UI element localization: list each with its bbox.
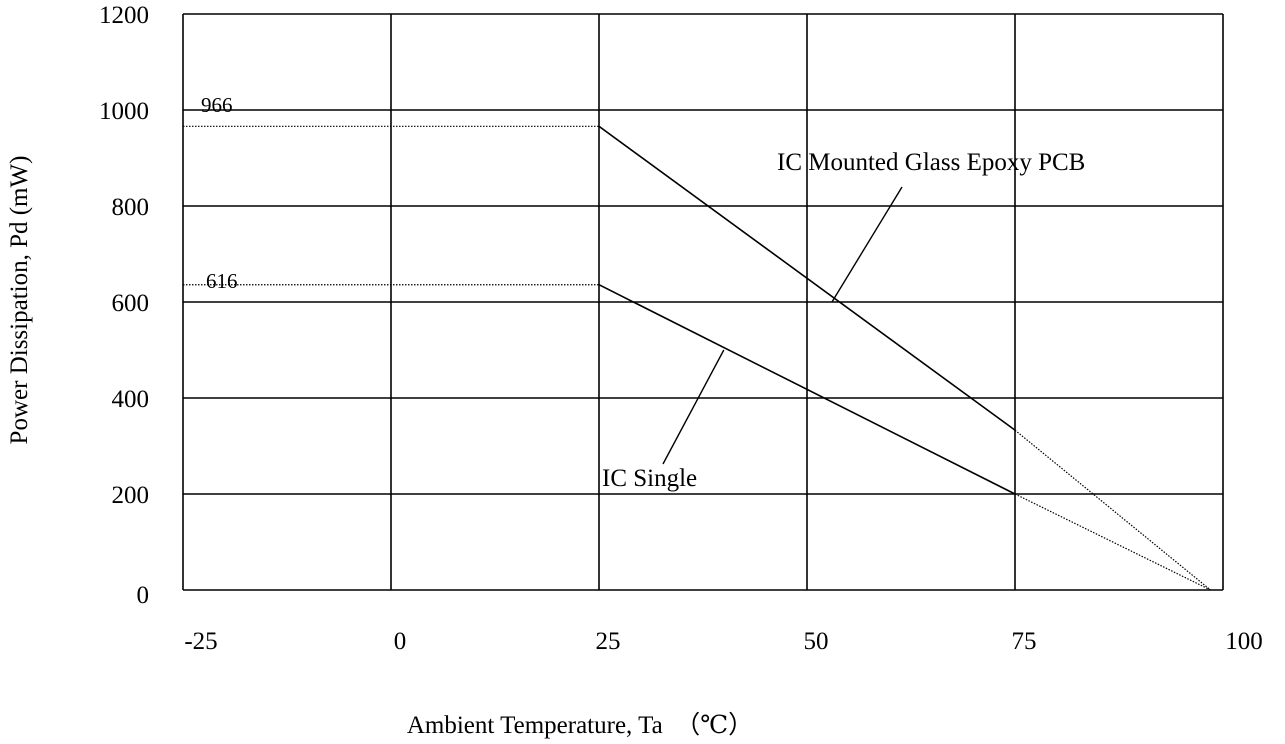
y-tick-label: 600 [112, 290, 150, 317]
value-annotations: 966 616 [201, 93, 238, 293]
series-line [598, 125, 1016, 431]
annotation-966: 966 [201, 93, 233, 117]
annotation-616: 616 [206, 269, 238, 293]
x-tick-label: 100 [1225, 628, 1263, 655]
x-tick-label: 0 [394, 628, 407, 655]
x-axis-title: Ambient Temperature, Ta （℃） [407, 711, 753, 739]
series-dotted-extrapolation [1014, 493, 1211, 591]
y-tick-label: 0 [137, 582, 150, 609]
pcb-series-label: IC Mounted Glass Epoxy PCB [777, 149, 1085, 176]
y-tick-label: 200 [112, 482, 150, 509]
x-tick-labels: -25 0 25 50 75 100 [184, 628, 1262, 655]
pcb-label-leader [831, 186, 903, 303]
series-lines [183, 125, 1211, 591]
single-label-leader [662, 349, 725, 465]
series-labels: IC Mounted Glass Epoxy PCB IC Single [602, 149, 1085, 492]
series-line [598, 284, 1016, 495]
x-tick-label: -25 [184, 628, 217, 655]
y-tick-label: 400 [112, 386, 150, 413]
y-tick-label: 1200 [99, 2, 149, 29]
x-tick-label: 25 [596, 628, 621, 655]
horizontal-gridlines [183, 13, 1223, 591]
single-series-label: IC Single [602, 465, 697, 492]
y-axis-title: Power Dissipation, Pd (mW) [6, 156, 33, 445]
x-tick-label: 50 [804, 628, 829, 655]
y-tick-label: 800 [112, 194, 150, 221]
y-tick-label: 1000 [99, 98, 149, 125]
x-tick-label: 75 [1012, 628, 1037, 655]
series-dotted-extrapolation [1014, 429, 1211, 591]
y-tick-labels: 0 200 400 600 800 1000 1200 [99, 2, 149, 609]
